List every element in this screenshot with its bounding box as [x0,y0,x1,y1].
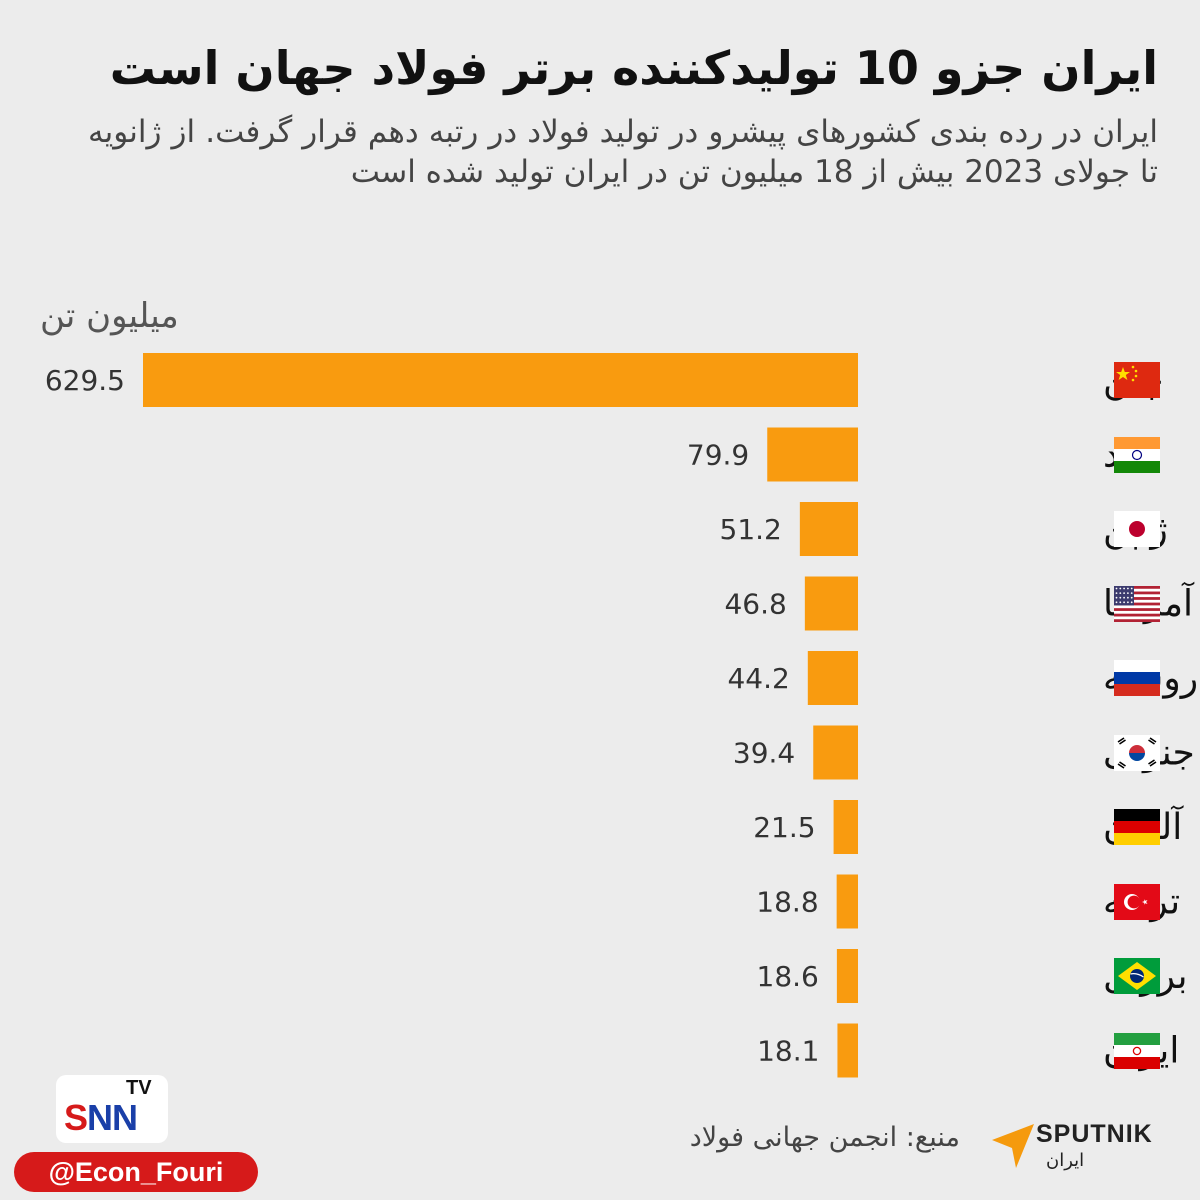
brazil-flag-icon [1114,958,1160,994]
india-flag-icon [1114,436,1160,473]
japan-flag-icon [1114,511,1160,547]
data-label: 18.6 [757,960,819,993]
bar [804,576,858,631]
data-label: 629.5 [45,364,125,397]
sputnik-subtitle: ایران [1046,1150,1085,1171]
sputnik-arrow-icon [992,1124,1034,1168]
usa-flag-icon [1114,585,1160,622]
unit-label: میلیون تن [40,296,179,336]
data-label: 44.2 [727,662,789,695]
data-label: 39.4 [733,737,795,770]
bar [837,1023,858,1078]
data-label: 79.9 [687,439,749,472]
bar [799,502,858,556]
bar [836,949,858,1003]
south-korea-flag-icon [1114,734,1160,771]
source-note: منبع: انجمن جهانی فولاد [689,1122,960,1153]
data-label: 51.2 [720,513,782,546]
bar [807,651,858,705]
bar [833,800,858,854]
data-label: 46.8 [724,588,786,621]
snn-tv-label: TV [126,1077,152,1099]
sputnik-logo: SPUTNIK ایران [990,1118,1170,1174]
page-subtitle: ایران در رده بندی کشورهای پیشرو در تولید… [88,114,1158,191]
bar [813,725,858,780]
bar [836,874,858,929]
page-title: ایران جزو 10 تولیدکننده برتر فولاد جهان … [109,41,1158,95]
russia-flag-icon [1114,660,1160,696]
data-label: 18.8 [756,886,818,919]
bar [143,353,858,407]
econ-handle-badge[interactable]: @Econ_Fouri [14,1152,258,1192]
germany-flag-icon [1114,809,1160,845]
snn-tv-logo: TV SNN [56,1075,168,1143]
sputnik-wordmark: SPUTNIK [1036,1120,1153,1148]
iran-flag-icon [1114,1032,1160,1069]
bar [767,427,858,482]
snn-wordmark: SNN [64,1097,138,1138]
data-label: 18.1 [757,1035,819,1068]
turkey-flag-icon [1114,883,1160,920]
data-label: 21.5 [753,811,815,844]
china-flag-icon [1114,362,1160,398]
